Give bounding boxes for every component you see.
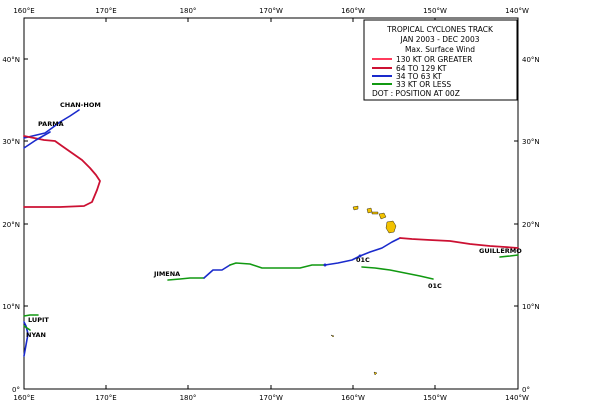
y-tick-label-right: 40°N <box>522 56 540 64</box>
island-small <box>330 334 335 338</box>
y-tick-label-right: 0° <box>522 386 530 394</box>
x-tick-label: 160°W <box>341 394 365 402</box>
island-big-island <box>385 220 397 234</box>
storm-label-parma: PARMA <box>38 120 64 128</box>
legend-label: 130 KT OR GREATER <box>396 55 472 64</box>
legend-dot-note: DOT : POSITION AT 00Z <box>372 89 460 98</box>
x-tick-label-top: 180° <box>180 7 197 15</box>
x-tick-label-top: 140°W <box>505 7 529 15</box>
storm-label-01c-second: 01C <box>428 282 442 290</box>
track-jimena-blue <box>203 264 231 279</box>
island-small <box>373 371 378 376</box>
x-tick-label-top: 160°W <box>341 7 365 15</box>
island-kauai <box>352 205 359 211</box>
track-jimena-green <box>167 277 205 281</box>
storm-label-nyan: NYAN <box>26 331 46 339</box>
legend-label: 64 TO 129 KT <box>396 64 447 73</box>
track-nyan-blue <box>23 321 29 357</box>
x-tick-label-top: 170°E <box>95 7 116 15</box>
legend: TROPICAL CYCLONES TRACK JAN 2003 - DEC 2… <box>363 19 518 101</box>
legend-label: 33 KT OR LESS <box>396 80 451 89</box>
storm-label-guillermo: GUILLERMO <box>479 247 522 255</box>
x-tick-label: 170°E <box>95 394 116 402</box>
y-tick-label: 30°N <box>2 138 20 146</box>
y-tick-label-right: 20°N <box>522 221 540 229</box>
x-tick-label: 170°W <box>259 394 283 402</box>
island-molokai <box>371 211 379 215</box>
track-lupit <box>23 314 39 317</box>
y-tick-label: 10°N <box>2 303 20 311</box>
x-tick-label: 140°W <box>505 394 529 402</box>
x-tick-label-top: 160°E <box>13 7 34 15</box>
storm-label-lupit: LUPIT <box>28 316 49 324</box>
y-tick-label-right: 10°N <box>522 303 540 311</box>
track-parma <box>23 135 101 208</box>
x-tick-label: 150°W <box>423 394 447 402</box>
x-tick-label: 160°E <box>13 394 34 402</box>
track-dot <box>358 254 362 258</box>
track-chan-hom <box>23 109 80 139</box>
storm-label-01c: 01C <box>356 256 370 264</box>
y-tick-label: 40°N <box>2 56 20 64</box>
legend-period: JAN 2003 - DEC 2003 <box>400 35 480 44</box>
track-nyan-green <box>23 325 31 331</box>
legend-label: 34 TO 63 KT <box>396 72 442 81</box>
legend-subtitle: Max. Surface Wind <box>405 45 475 54</box>
island-maui <box>378 212 387 220</box>
x-axis-ticks <box>23 18 436 389</box>
track-jimena-red <box>399 237 519 249</box>
storm-tracks <box>23 109 519 357</box>
track-01c-green <box>361 266 434 280</box>
hawaiian-islands <box>330 205 397 376</box>
position-dots <box>323 254 362 267</box>
island-oahu <box>366 207 373 214</box>
storm-label-chan-hom: CHAN-HOM <box>60 101 101 109</box>
track-parma-blue <box>23 131 51 149</box>
track-jimena-green2 <box>229 262 326 269</box>
track-guillermo <box>499 254 519 258</box>
x-tick-label-top: 170°W <box>259 7 283 15</box>
track-dot <box>323 263 327 267</box>
x-tick-label-top: 150°W <box>423 7 447 15</box>
y-tick-label-right: 30°N <box>522 138 540 146</box>
y-tick-label: 0° <box>12 386 20 394</box>
legend-title: TROPICAL CYCLONES TRACK <box>386 25 494 34</box>
storm-label-jimena: JIMENA <box>153 270 180 278</box>
track-jimena-blue2 <box>324 237 401 266</box>
y-tick-label: 20°N <box>2 221 20 229</box>
x-tick-label: 180° <box>180 394 197 402</box>
